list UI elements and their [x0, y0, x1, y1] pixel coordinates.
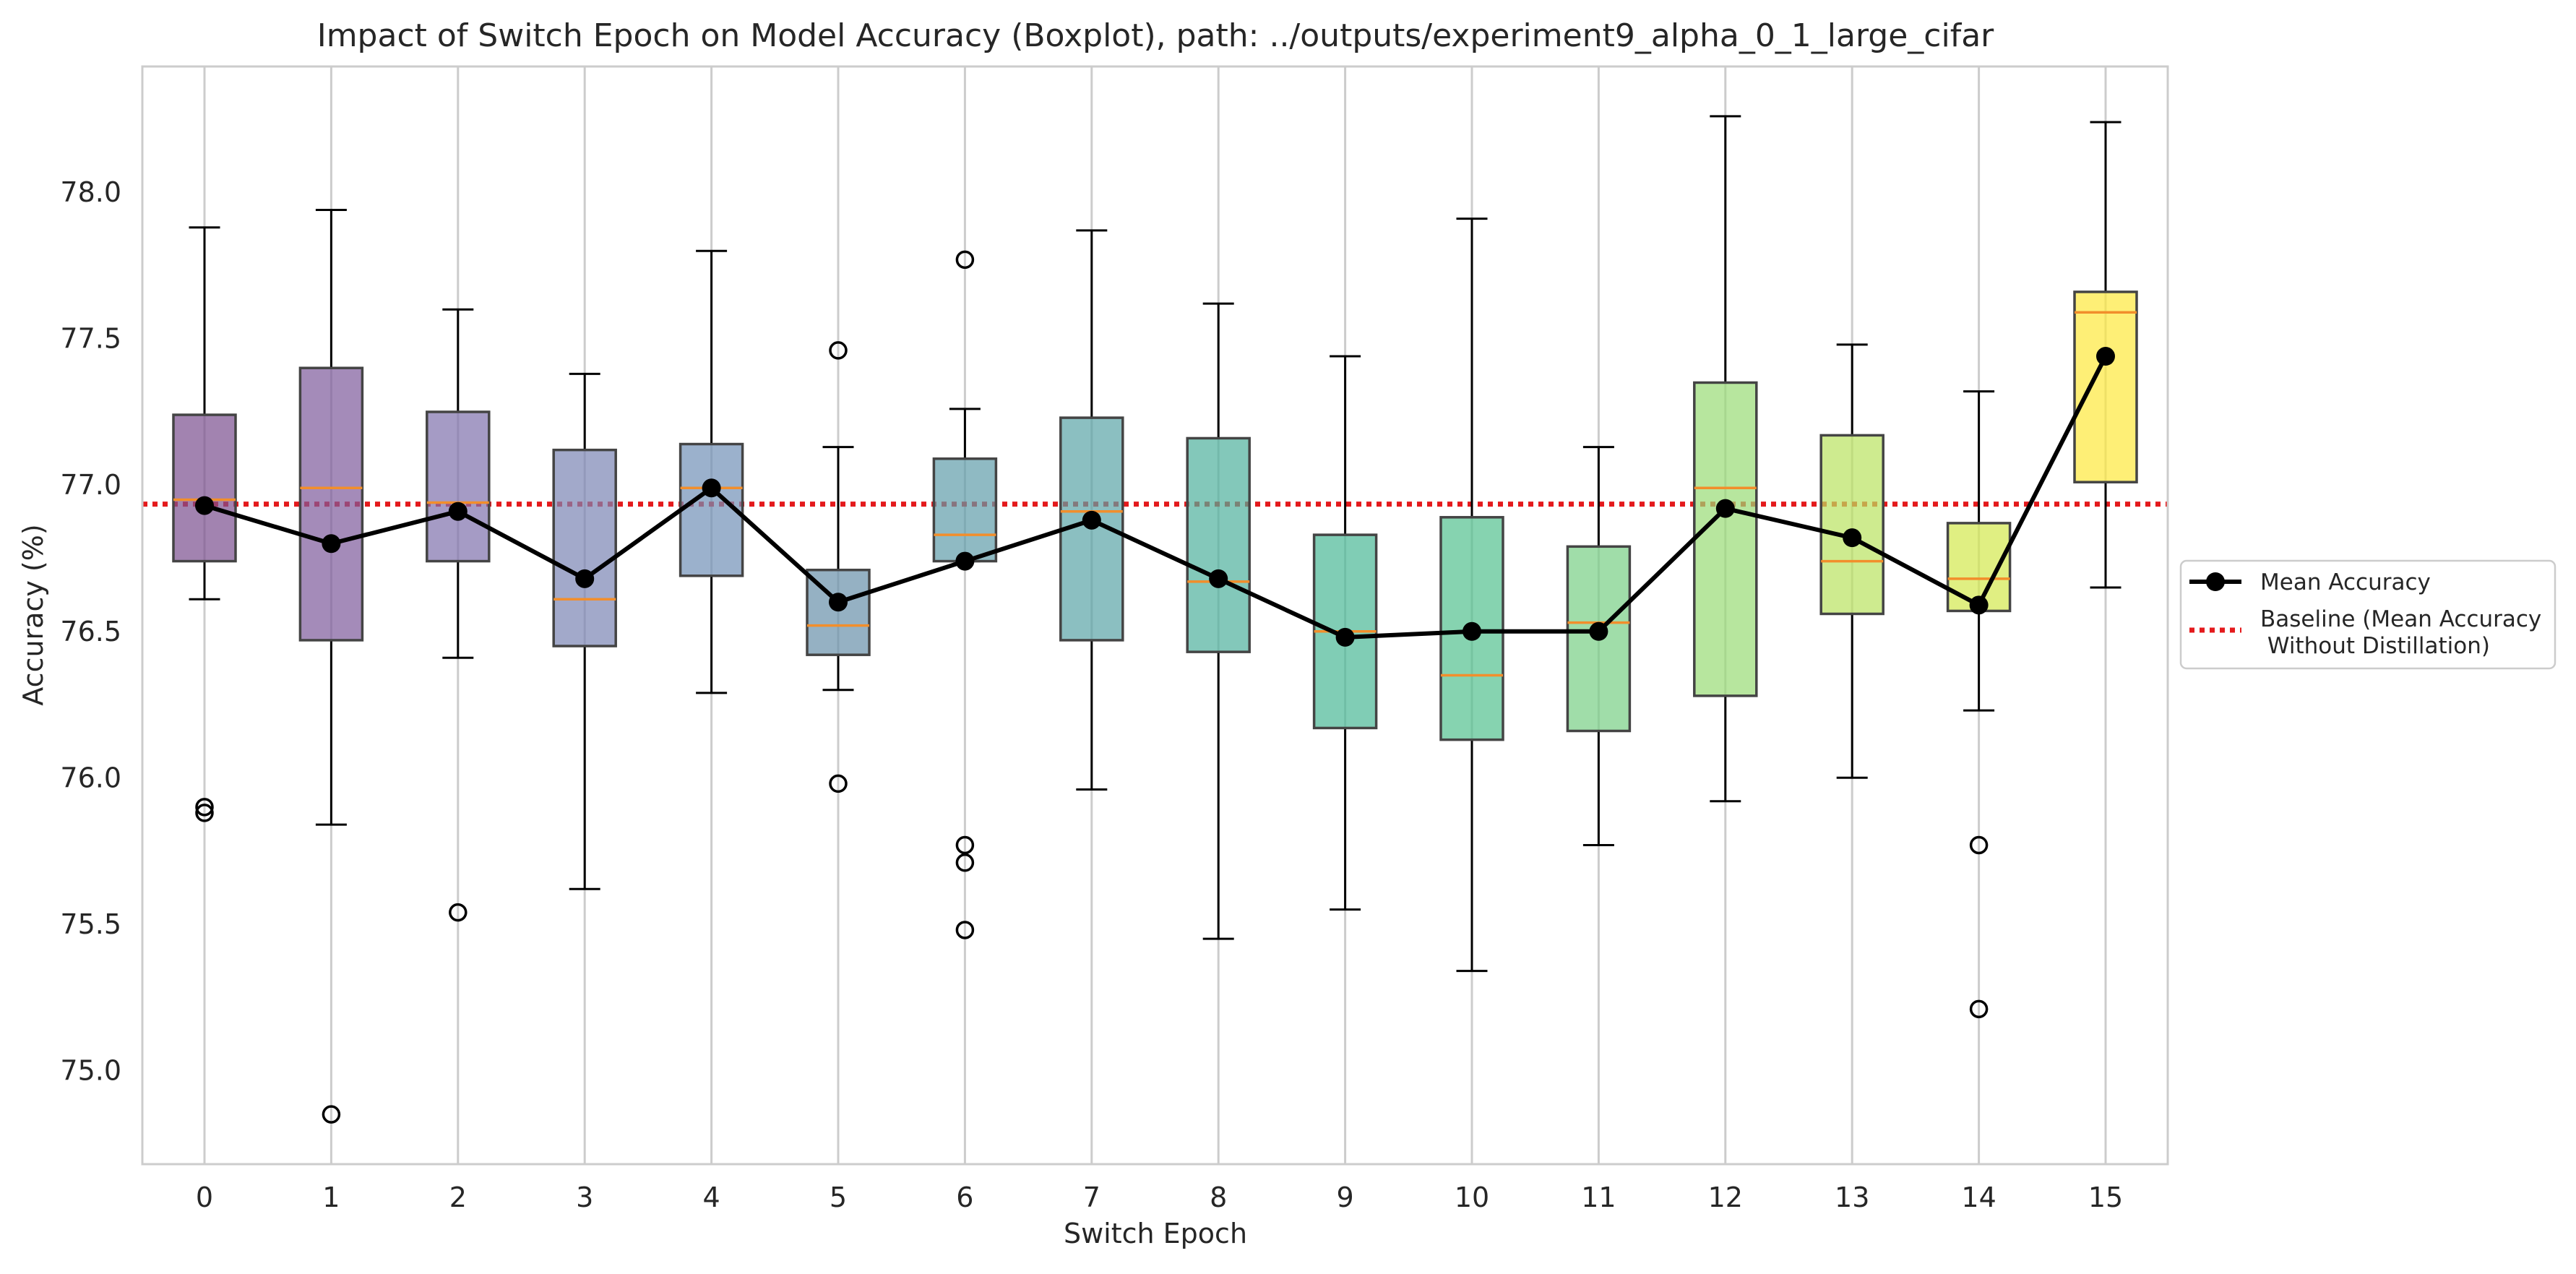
- mean-point-3: [575, 569, 595, 588]
- mean-point-4: [702, 478, 721, 498]
- legend: Mean Accuracy Baseline (Mean Accuracy Wi…: [2179, 559, 2556, 670]
- box-group-1: [298, 208, 364, 1124]
- x-tick-label-13: 13: [1835, 1182, 1869, 1213]
- box: [1186, 436, 1251, 653]
- mean-point-9: [1335, 627, 1355, 647]
- box-group-2: [426, 308, 491, 922]
- mean-layer: [195, 347, 2115, 647]
- x-tick-label-14: 14: [1961, 1182, 1996, 1213]
- x-tick-label-11: 11: [1581, 1182, 1616, 1213]
- x-tick-label-2: 2: [449, 1182, 467, 1213]
- x-tick-label-8: 8: [1210, 1182, 1227, 1213]
- box: [172, 413, 237, 563]
- box-group-3: [552, 372, 617, 890]
- box-group-10: [1439, 218, 1504, 973]
- box-group-11: [1566, 446, 1632, 846]
- outlier-point: [955, 921, 975, 939]
- y-tick-label-78.0: 78.0: [60, 176, 121, 208]
- x-tick-label-1: 1: [322, 1182, 340, 1213]
- x-tick-labels: 0 1 2 3 4 5 6 7 8 9 10 11 12 13 14 15: [196, 1182, 2123, 1213]
- mean-point-11: [1589, 621, 1608, 641]
- legend-frame: [2179, 559, 2556, 670]
- mean-point-1: [322, 534, 341, 554]
- box: [679, 442, 744, 577]
- x-tick-label-5: 5: [830, 1182, 847, 1213]
- box-group-13: [1819, 343, 1884, 779]
- x-tick-label-12: 12: [1708, 1182, 1743, 1213]
- mean-point-8: [1209, 569, 1228, 588]
- x-tick-label-15: 15: [2088, 1182, 2123, 1213]
- legend-baseline-label-line1: Baseline (Mean Accuracy: [2260, 606, 2541, 632]
- outlier-point: [829, 341, 848, 360]
- y-tick-label-75.0: 75.0: [60, 1054, 121, 1086]
- legend-mean-marker-swatch: [2206, 572, 2225, 591]
- mean-point-14: [1969, 595, 1989, 615]
- outlier-point: [1969, 999, 1989, 1019]
- box: [1819, 434, 1884, 616]
- x-tick-label-10: 10: [1455, 1182, 1489, 1213]
- box: [932, 457, 998, 563]
- x-axis-label: Switch Epoch: [1064, 1218, 1247, 1249]
- legend-baseline-label-line2: Without Distillation): [2260, 633, 2490, 659]
- mean-point-5: [829, 593, 848, 612]
- legend-mean-label: Mean Accuracy: [2260, 569, 2431, 595]
- outlier-point: [955, 835, 975, 855]
- mean-point-7: [1082, 510, 1101, 530]
- box: [298, 366, 364, 642]
- box-group-7: [1059, 229, 1124, 791]
- x-tick-label-3: 3: [576, 1182, 593, 1213]
- mean-point-12: [1715, 499, 1735, 518]
- mean-point-15: [2096, 347, 2115, 366]
- outlier-point: [195, 798, 214, 817]
- box: [1693, 381, 1758, 697]
- chart-title: Impact of Switch Epoch on Model Accuracy…: [317, 17, 1994, 54]
- x-tick-label-4: 4: [703, 1182, 720, 1213]
- outlier-point: [829, 774, 848, 793]
- mean-accuracy-line: [204, 355, 2108, 640]
- plot-frame: [141, 65, 2169, 1166]
- x-tick-label-7: 7: [1083, 1182, 1100, 1213]
- outlier-point: [195, 804, 214, 822]
- box-group-8: [1186, 302, 1251, 940]
- box: [426, 410, 491, 563]
- box-group-9: [1312, 355, 1378, 911]
- box: [552, 448, 617, 647]
- y-tick-label-77.0: 77.0: [60, 469, 121, 501]
- mean-point-10: [1463, 621, 1481, 641]
- outlier-point: [955, 853, 975, 872]
- mean-point-13: [1843, 528, 1862, 548]
- grid-lines: [203, 66, 2107, 1164]
- y-tick-label-76.0: 76.0: [60, 762, 121, 793]
- outlier-point: [955, 250, 975, 270]
- y-axis-label: Accuracy (%): [17, 524, 49, 705]
- box-group-4: [679, 249, 744, 694]
- outlier-point: [322, 1105, 341, 1124]
- mean-point-0: [195, 496, 214, 515]
- y-tick-label-76.5: 76.5: [60, 616, 121, 647]
- x-tick-label-9: 9: [1337, 1182, 1354, 1213]
- y-tick-label-77.5: 77.5: [60, 323, 121, 355]
- box-group-12: [1693, 115, 1758, 803]
- outlier-point: [449, 903, 468, 922]
- y-tick-label-75.5: 75.5: [60, 908, 121, 940]
- x-tick-label-0: 0: [196, 1182, 213, 1213]
- box: [2073, 290, 2138, 483]
- mean-point-6: [955, 551, 975, 571]
- y-tick-labels: 75.0 75.5 76.0 76.5 77.0 77.5 78.0: [60, 176, 121, 1086]
- mean-point-2: [448, 502, 468, 521]
- outlier-point: [1969, 835, 1989, 855]
- x-tick-label-6: 6: [956, 1182, 973, 1213]
- box-group-0: [172, 226, 237, 822]
- box-group-15: [2073, 121, 2138, 589]
- boxes-layer: [172, 115, 2138, 1124]
